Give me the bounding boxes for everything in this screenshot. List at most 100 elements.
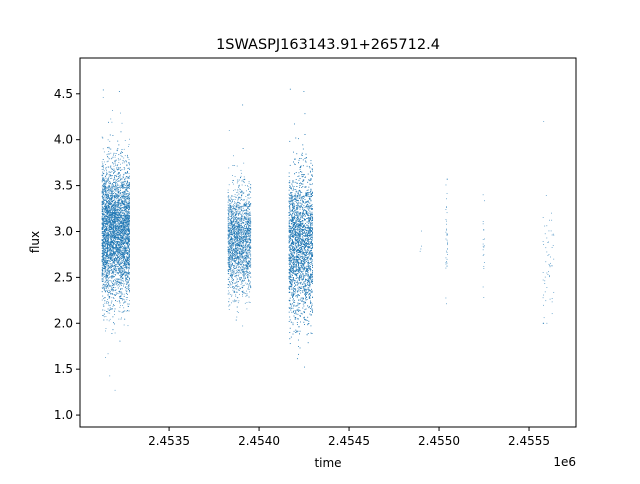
data-point (101, 245, 103, 247)
data-point (125, 238, 127, 239)
data-point (103, 275, 105, 277)
data-point (114, 218, 115, 220)
data-point (111, 186, 113, 188)
data-point (103, 180, 105, 182)
data-point (121, 250, 122, 252)
data-point (128, 227, 129, 229)
data-point (129, 241, 130, 242)
data-point (115, 289, 117, 291)
data-point (110, 241, 112, 243)
data-point (123, 191, 125, 193)
data-point (126, 256, 128, 258)
data-point (110, 222, 112, 224)
data-point (111, 191, 113, 193)
data-point (122, 201, 124, 202)
data-point (112, 272, 114, 273)
data-point (113, 289, 114, 291)
data-point (112, 222, 114, 223)
data-point (111, 264, 113, 266)
data-point (114, 225, 116, 227)
data-point (107, 224, 108, 226)
data-point (126, 156, 128, 158)
data-point (102, 165, 104, 167)
data-point (123, 238, 125, 240)
data-point (125, 234, 127, 236)
data-point (112, 316, 114, 318)
data-point (110, 250, 112, 251)
data-point (118, 91, 120, 92)
data-point (113, 225, 115, 227)
data-point (105, 205, 107, 207)
data-point (125, 279, 127, 281)
data-point (108, 210, 109, 212)
data-point (119, 223, 121, 225)
data-point (115, 247, 116, 249)
data-point (122, 229, 124, 230)
data-point (127, 204, 129, 206)
data-point (112, 110, 113, 111)
data-point (103, 232, 105, 234)
data-point (121, 210, 122, 211)
data-point (120, 298, 121, 299)
data-point (110, 293, 112, 295)
data-point (117, 272, 119, 273)
data-point (115, 263, 117, 265)
data-point (112, 241, 114, 243)
data-point (104, 224, 106, 225)
data-point (108, 146, 110, 148)
data-point (125, 209, 127, 210)
data-point (129, 162, 130, 164)
data-point (118, 256, 120, 257)
data-point (111, 220, 113, 221)
data-point (105, 219, 107, 221)
data-point (109, 256, 111, 258)
data-point (124, 192, 126, 194)
data-point (123, 202, 124, 204)
data-point (103, 230, 105, 232)
data-point (117, 251, 119, 253)
data-point (118, 318, 120, 320)
data-point (115, 292, 117, 294)
data-point (106, 280, 107, 281)
data-point (121, 258, 122, 260)
data-point (114, 202, 115, 203)
data-point (117, 260, 119, 262)
data-point (125, 208, 127, 210)
data-point (126, 282, 128, 284)
data-point (117, 228, 119, 229)
data-point (124, 201, 126, 202)
data-point (126, 197, 128, 199)
data-point (115, 217, 117, 219)
data-point (103, 261, 105, 262)
data-point (113, 195, 115, 197)
data-point (128, 253, 129, 255)
data-point (128, 173, 130, 174)
data-point (109, 249, 111, 251)
data-point (128, 176, 129, 178)
data-point (118, 269, 120, 271)
data-point (110, 214, 112, 216)
data-point (124, 238, 126, 240)
data-point (106, 238, 108, 240)
data-point (128, 219, 129, 221)
data-point (109, 246, 111, 248)
data-point (122, 176, 124, 177)
data-point (112, 271, 114, 273)
data-point (125, 262, 127, 264)
data-point (121, 228, 123, 230)
data-point (109, 296, 111, 297)
data-point (101, 260, 103, 262)
data-point (113, 173, 114, 174)
data-point (119, 225, 121, 226)
data-point (128, 202, 130, 204)
data-point (119, 210, 120, 212)
data-point (129, 266, 130, 268)
data-point (116, 197, 118, 199)
data-point (117, 232, 119, 234)
data-point (120, 212, 122, 214)
data-point (114, 252, 116, 254)
data-point (106, 247, 107, 249)
data-point (109, 271, 111, 272)
data-point (115, 270, 116, 271)
data-point (121, 252, 122, 254)
